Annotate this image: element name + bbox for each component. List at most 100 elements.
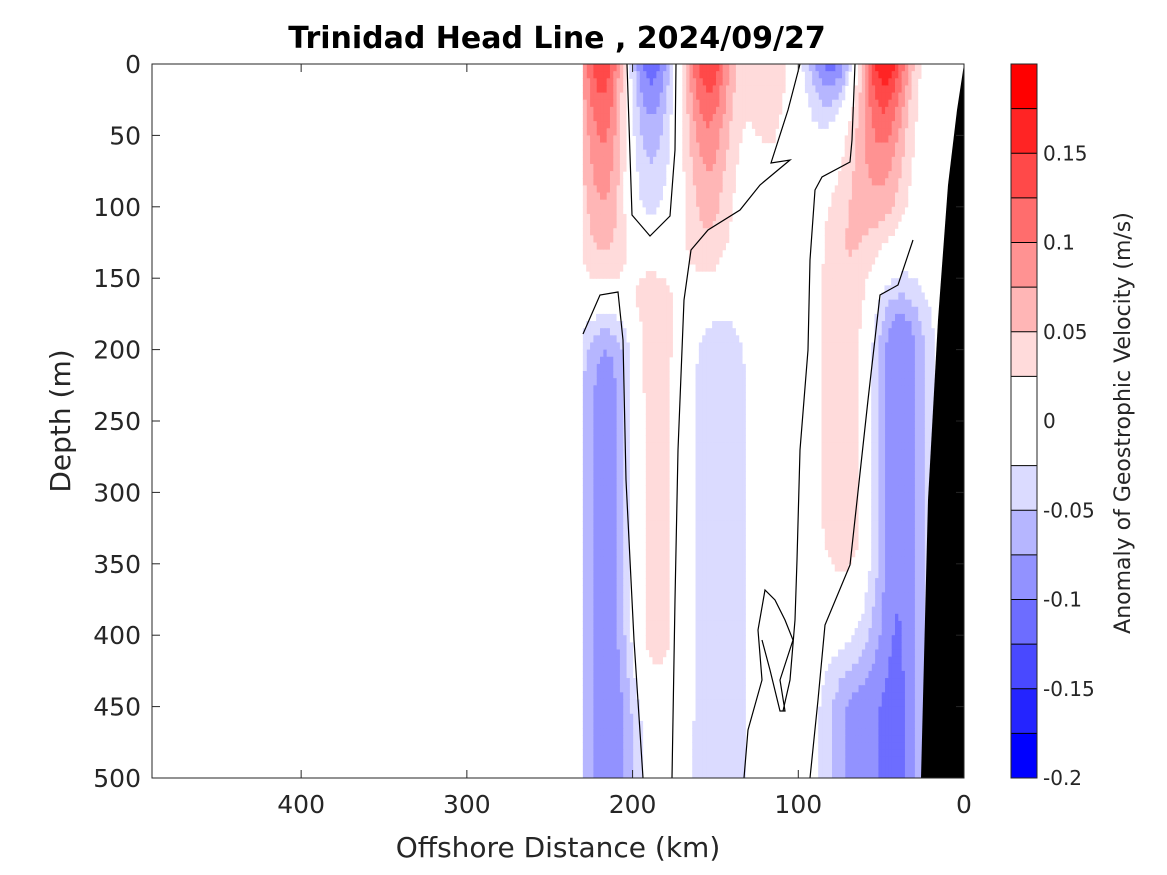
velocity-cell <box>755 121 760 129</box>
velocity-cell <box>665 71 670 79</box>
velocity-cell <box>834 406 839 415</box>
velocity-cell <box>831 520 836 529</box>
velocity-cell <box>741 378 746 386</box>
velocity-cell <box>659 485 663 493</box>
velocity-cell <box>715 663 720 672</box>
velocity-cell <box>871 156 876 165</box>
velocity-cell <box>705 399 710 408</box>
velocity-cell <box>910 485 915 493</box>
velocity-cell <box>838 478 842 486</box>
velocity-cell <box>702 385 707 394</box>
velocity-cell <box>881 592 886 601</box>
velocity-cell <box>854 263 859 272</box>
velocity-cell <box>702 463 707 472</box>
velocity-cell <box>861 121 866 129</box>
velocity-cell <box>894 392 899 401</box>
velocity-cell <box>828 213 833 222</box>
velocity-cell <box>828 542 833 551</box>
velocity-cell <box>897 192 902 201</box>
velocity-cell <box>897 570 902 579</box>
velocity-cell <box>848 770 852 778</box>
velocity-cell <box>738 413 743 422</box>
velocity-cell <box>861 735 866 743</box>
velocity-cell <box>930 406 935 415</box>
velocity-cell <box>828 435 833 444</box>
velocity-cell <box>702 520 707 529</box>
velocity-cell <box>662 485 667 493</box>
velocity-cell <box>920 599 925 608</box>
velocity-cell <box>698 149 703 158</box>
velocity-cell <box>708 71 713 79</box>
velocity-cell <box>834 485 839 493</box>
velocity-cell <box>682 64 687 72</box>
velocity-cell <box>708 349 713 358</box>
velocity-cell <box>722 556 726 565</box>
velocity-cell <box>924 478 929 486</box>
velocity-cell <box>910 770 915 778</box>
velocity-cell <box>698 478 703 486</box>
velocity-cell <box>871 485 876 493</box>
velocity-cell <box>698 649 703 658</box>
velocity-cell <box>622 85 627 94</box>
velocity-cell <box>738 421 743 429</box>
velocity-cell <box>897 492 902 501</box>
velocity-cell <box>722 613 726 622</box>
velocity-cell <box>732 585 736 593</box>
velocity-cell <box>884 592 889 601</box>
velocity-cell <box>877 435 882 444</box>
velocity-cell <box>652 520 657 529</box>
velocity-cell <box>702 506 707 515</box>
velocity-cell <box>897 613 902 622</box>
velocity-cell <box>828 113 833 122</box>
velocity-cell <box>857 763 862 772</box>
velocity-cell <box>884 756 889 765</box>
velocity-cell <box>708 99 713 108</box>
velocity-cell <box>857 256 862 265</box>
velocity-cell <box>821 499 826 508</box>
velocity-cell <box>884 520 889 529</box>
velocity-cell <box>910 713 915 722</box>
velocity-cell <box>708 206 713 215</box>
velocity-cell <box>728 713 733 722</box>
velocity-cell <box>907 299 912 308</box>
velocity-cell <box>732 156 736 165</box>
velocity-cell <box>874 549 879 558</box>
velocity-cell <box>718 342 723 351</box>
velocity-cell <box>924 399 929 408</box>
velocity-cell <box>738 692 743 701</box>
velocity-cell <box>881 520 886 529</box>
velocity-cell <box>655 478 660 486</box>
velocity-cell <box>715 328 720 336</box>
velocity-cell <box>871 78 876 87</box>
velocity-cell <box>857 685 862 693</box>
velocity-cell <box>894 71 899 79</box>
velocity-cell <box>864 85 869 94</box>
velocity-cell <box>861 678 866 686</box>
velocity-cell <box>814 85 819 94</box>
velocity-cell <box>741 549 746 558</box>
velocity-cell <box>645 121 650 129</box>
velocity-cell <box>871 506 876 515</box>
velocity-cell <box>705 185 710 194</box>
velocity-cell <box>725 692 730 701</box>
velocity-cell <box>844 478 849 486</box>
velocity-cell <box>854 470 859 479</box>
velocity-cell <box>930 399 935 408</box>
velocity-cell <box>841 156 846 165</box>
velocity-cell <box>715 728 720 736</box>
velocity-cell <box>705 85 710 94</box>
velocity-cell <box>635 713 640 722</box>
velocity-cell <box>910 763 915 772</box>
velocity-cell <box>857 85 862 94</box>
velocity-cell <box>920 542 925 551</box>
velocity-cell <box>728 442 733 451</box>
velocity-cell <box>735 64 740 72</box>
velocity-cell <box>652 549 657 558</box>
velocity-cell <box>871 470 876 479</box>
velocity-cell <box>715 485 720 493</box>
velocity-cell <box>864 635 869 643</box>
velocity-cell <box>738 735 743 743</box>
velocity-cell <box>642 371 647 379</box>
velocity-cell <box>735 349 740 358</box>
velocity-cell <box>662 378 667 386</box>
